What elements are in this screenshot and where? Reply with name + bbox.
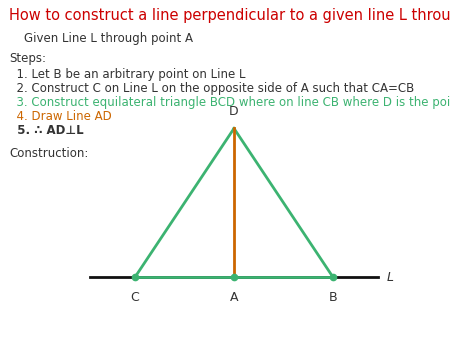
- Text: 2. Construct C on Line L on the opposite side of A such that CA=CB: 2. Construct C on Line L on the opposite…: [9, 82, 414, 95]
- Text: 1. Let B be an arbitrary point on Line L: 1. Let B be an arbitrary point on Line L: [9, 68, 246, 80]
- Text: Given Line L through point A: Given Line L through point A: [9, 32, 193, 45]
- Text: L: L: [387, 271, 394, 284]
- Text: A: A: [230, 291, 238, 304]
- Text: Construction:: Construction:: [9, 147, 88, 160]
- Text: Steps:: Steps:: [9, 52, 46, 65]
- Text: 3. Construct equilateral triangle BCD where on line CB where D is the point of i: 3. Construct equilateral triangle BCD wh…: [9, 96, 450, 109]
- Text: How to construct a line perpendicular to a given line L through point A on L.: How to construct a line perpendicular to…: [9, 8, 450, 23]
- Text: 4. Draw Line AD: 4. Draw Line AD: [9, 110, 112, 123]
- Text: 5. ∴ AD⊥L: 5. ∴ AD⊥L: [9, 124, 84, 137]
- Text: C: C: [130, 291, 140, 304]
- Text: B: B: [328, 291, 338, 304]
- Text: D: D: [229, 105, 239, 118]
